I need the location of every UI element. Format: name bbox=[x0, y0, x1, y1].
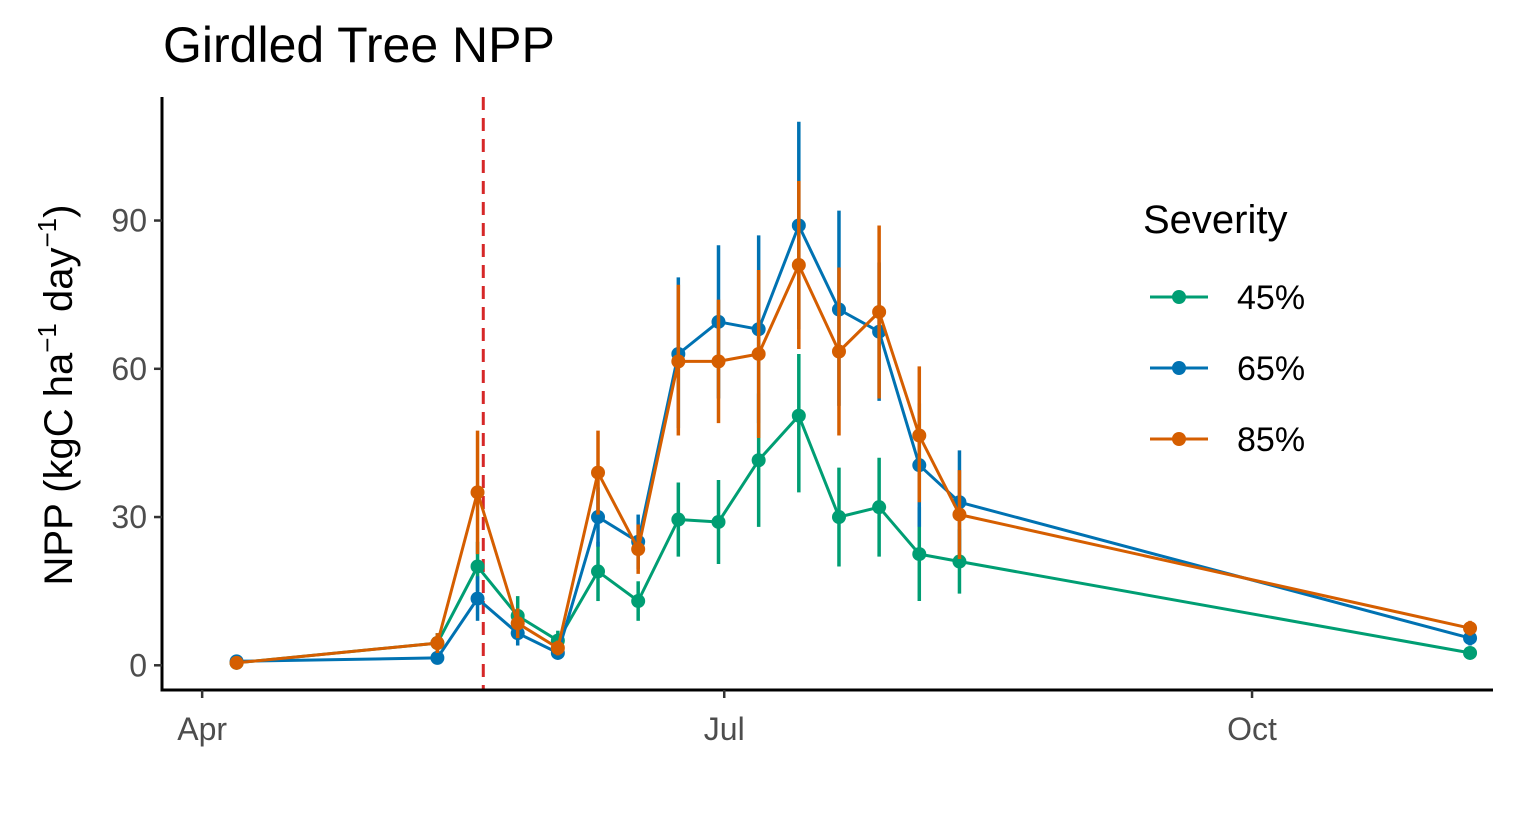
data-point bbox=[591, 465, 606, 480]
series-2 bbox=[229, 181, 1478, 670]
series-0 bbox=[229, 353, 1478, 670]
data-point bbox=[952, 554, 967, 569]
data-point bbox=[591, 510, 606, 525]
data-point bbox=[791, 408, 806, 423]
legend-key-point bbox=[1172, 432, 1186, 446]
data-point bbox=[470, 485, 485, 500]
plot-area bbox=[229, 97, 1478, 690]
legend-item-2: 85% bbox=[1150, 421, 1305, 459]
chart-title: Girdled Tree NPP bbox=[163, 17, 555, 73]
data-point bbox=[791, 258, 806, 273]
y-tick-label: 30 bbox=[111, 499, 147, 535]
data-point bbox=[591, 564, 606, 579]
data-point bbox=[470, 559, 485, 574]
legend-item-0: 45% bbox=[1150, 279, 1305, 317]
y-tick-label: 0 bbox=[129, 647, 147, 683]
data-point bbox=[952, 507, 967, 522]
x-tick-label: Apr bbox=[177, 711, 227, 747]
data-point bbox=[831, 510, 846, 525]
data-point bbox=[430, 636, 445, 651]
y-axis-label-part: NPP (kgC ha bbox=[37, 352, 81, 585]
y-tick-label: 60 bbox=[111, 351, 147, 387]
data-point bbox=[751, 346, 766, 361]
y-tick-label: 90 bbox=[111, 203, 147, 239]
x-tick-label: Oct bbox=[1227, 711, 1277, 747]
data-point bbox=[631, 594, 646, 609]
data-point bbox=[872, 500, 887, 515]
data-point bbox=[430, 650, 445, 665]
data-point bbox=[470, 591, 485, 606]
data-point bbox=[912, 428, 927, 443]
data-point bbox=[912, 547, 927, 562]
data-point bbox=[631, 542, 646, 557]
legend: Severity 45% 65% 85% bbox=[1143, 198, 1305, 459]
data-point bbox=[1463, 631, 1478, 646]
data-point bbox=[1463, 645, 1478, 660]
data-point bbox=[671, 512, 686, 527]
data-point bbox=[671, 354, 686, 369]
series-1 bbox=[229, 121, 1478, 669]
data-point bbox=[229, 655, 244, 670]
data-point bbox=[872, 304, 887, 319]
legend-label: 45% bbox=[1237, 279, 1305, 317]
axes: 0 30 60 90 Apr Jul Oct bbox=[111, 97, 1493, 747]
data-point bbox=[1463, 621, 1478, 636]
series-line bbox=[236, 224, 1471, 663]
legend-label: 85% bbox=[1237, 421, 1305, 459]
data-point bbox=[711, 354, 726, 369]
y-axis-label-superscript: −1 bbox=[32, 218, 62, 248]
y-axis-label-part: ) bbox=[37, 205, 81, 218]
y-axis-label-superscript: −1 bbox=[32, 323, 62, 353]
y-axis-label-part: day bbox=[37, 248, 81, 324]
data-point bbox=[751, 453, 766, 468]
data-point bbox=[550, 640, 565, 655]
legend-item-1: 65% bbox=[1150, 350, 1305, 388]
data-point bbox=[711, 514, 726, 529]
legend-title: Severity bbox=[1143, 198, 1288, 242]
series-line bbox=[236, 414, 1471, 665]
data-point bbox=[831, 344, 846, 359]
series-line bbox=[236, 263, 1471, 665]
x-tick-label: Jul bbox=[704, 711, 745, 747]
data-point bbox=[510, 616, 525, 631]
legend-label: 65% bbox=[1237, 350, 1305, 388]
legend-key-point bbox=[1172, 361, 1186, 375]
y-axis-label: NPP (kgC ha−1 day−1) bbox=[32, 205, 81, 586]
legend-key-point bbox=[1172, 290, 1186, 304]
